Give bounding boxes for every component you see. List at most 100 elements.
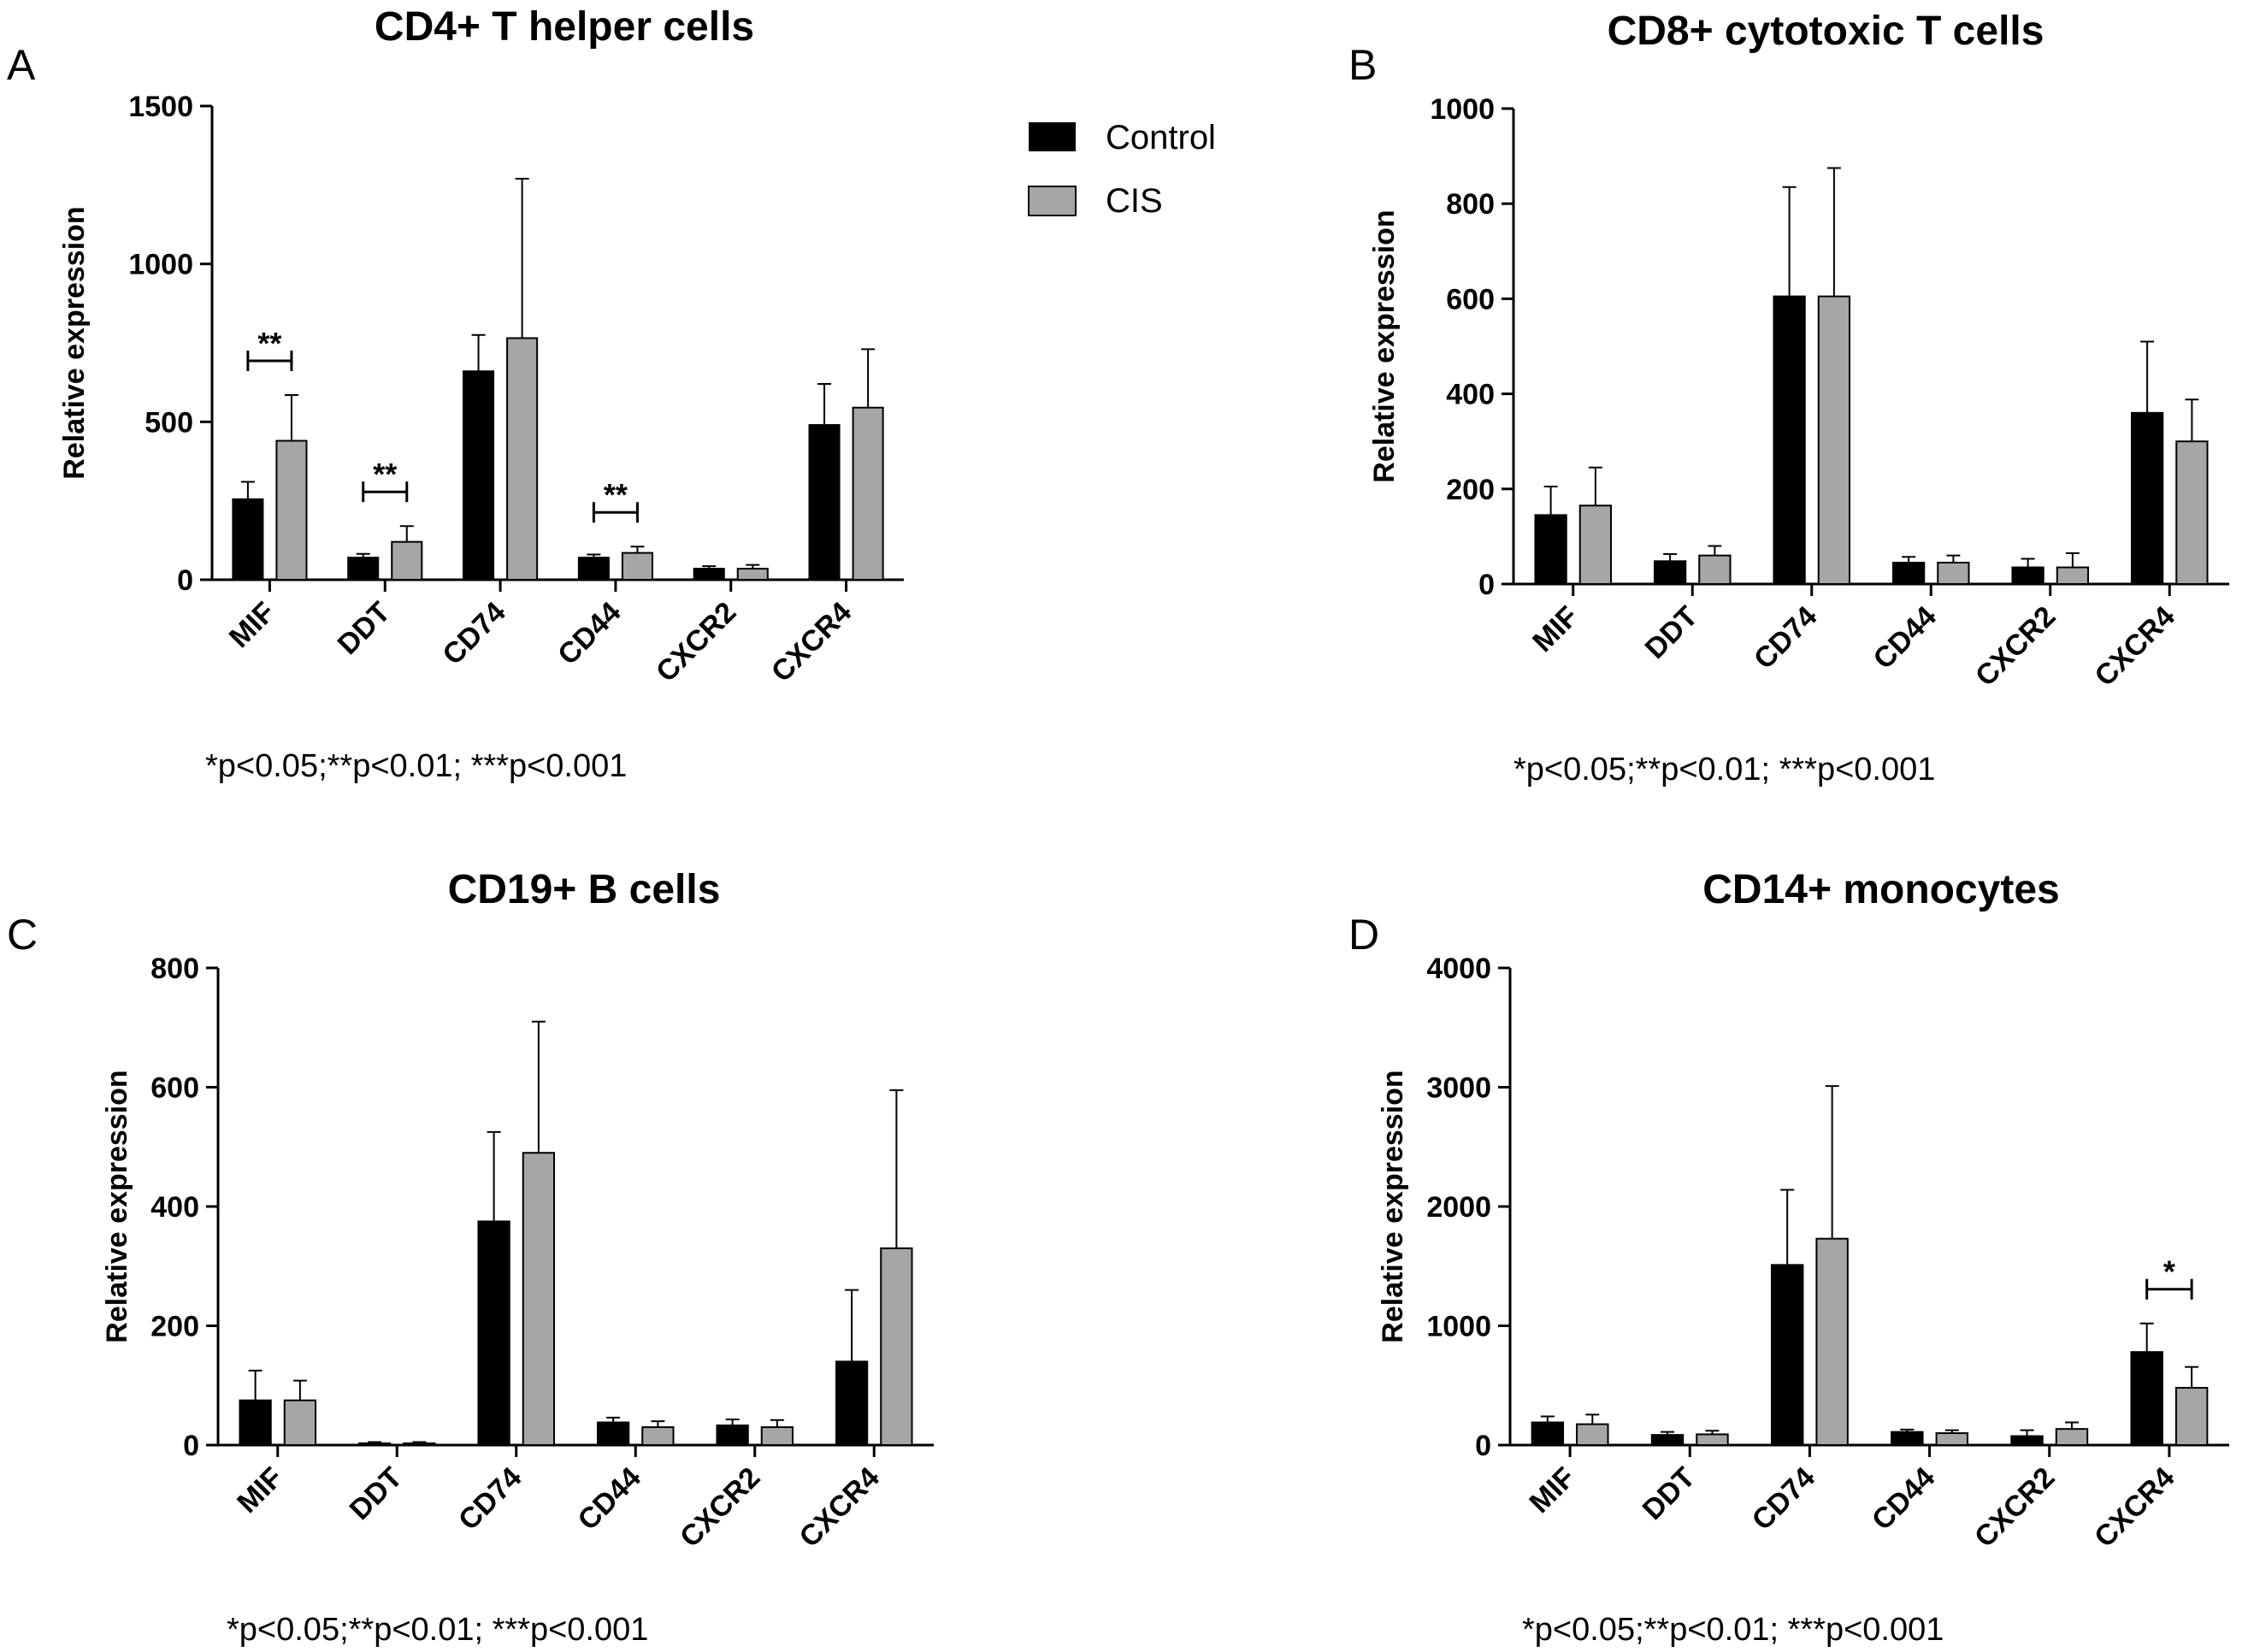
y-tick-label: 200 (1446, 474, 1495, 506)
category-label: MIF (1523, 1461, 1581, 1519)
category-label: DDT (344, 1461, 409, 1526)
bar-cis-cd74 (1817, 295, 1851, 585)
bar-control-cxcr2 (716, 1424, 749, 1447)
bar-cis-cxcr2 (2055, 1428, 2089, 1446)
y-tick-label: 200 (150, 1311, 199, 1343)
y-tick-label: 0 (1478, 569, 1495, 601)
y-tick-label: 1000 (128, 249, 193, 281)
footnote: *p<0.05;**p<0.01; ***p<0.001 (205, 748, 627, 784)
y-tick-label: 400 (1446, 379, 1495, 411)
category-label: CXCR2 (1968, 1461, 2061, 1554)
category-label: DDT (1637, 1461, 1702, 1526)
y-axis-label: Relative expression (1368, 209, 1401, 482)
legend-label-control: Control (1106, 119, 1216, 156)
y-tick-label: 800 (1446, 188, 1495, 221)
bar-control-cxcr4 (835, 1360, 869, 1446)
bar-cis-ddt (1696, 1433, 1729, 1446)
significance-label: ** (373, 457, 397, 492)
legend-label-cis: CIS (1106, 182, 1163, 220)
category-label: CD44 (1866, 1461, 1941, 1537)
bar-control-cd44 (1891, 1431, 1924, 1447)
y-tick-label: 2000 (1426, 1191, 1491, 1224)
significance-label: ** (257, 326, 281, 361)
y-axis-label: Relative expression (1377, 1070, 1409, 1342)
bar-cis-cxcr2 (736, 568, 769, 581)
bar-cis-cxcr4 (2175, 440, 2209, 586)
bar-control-cd74 (477, 1220, 510, 1446)
bar-cis-ddt (403, 1442, 436, 1446)
bar-cis-cxcr4 (2174, 1387, 2209, 1447)
bar-control-ddt (357, 1442, 392, 1446)
panel-c: CD19+ B cells C 0 200 400 600 800 Relative expr… (7, 867, 934, 1648)
y-tick-label: 1000 (1430, 93, 1495, 126)
bar-control-cxcr4 (2130, 411, 2164, 585)
legend: Control CIS (1028, 119, 1216, 220)
panel-a: CD4+ T helper cells A 0 500 1000 1500 Relative… (7, 4, 904, 784)
category-label: CXCR4 (765, 596, 858, 688)
category-label: CD74 (1748, 600, 1823, 676)
bar-cis-cd74 (506, 337, 539, 581)
bar-control-mif (1531, 1421, 1565, 1446)
y-tick-label: 0 (1475, 1430, 1491, 1462)
bar-control-ddt (347, 557, 380, 581)
category-label: CXCR4 (2088, 1461, 2180, 1554)
footnote: *p<0.05;**p<0.01; ***p<0.001 (1513, 752, 1935, 788)
bar-control-cd44 (577, 557, 610, 581)
category-label: MIF (223, 596, 281, 654)
bar-cis-cd44 (621, 552, 653, 581)
bar-control-cd44 (1891, 561, 1926, 585)
y-tick-label: 400 (150, 1191, 199, 1224)
category-label: CXCR2 (1969, 600, 2062, 693)
category-label: CXCR2 (650, 596, 742, 688)
bar-control-cxcr2 (693, 568, 725, 581)
significance-label: * (2163, 1254, 2175, 1289)
y-axis-label: Relative expression (101, 1070, 133, 1342)
category-label: CD44 (552, 596, 627, 671)
y-tick-label: 1500 (128, 91, 193, 123)
category-label: CXCR2 (674, 1461, 766, 1554)
bar-cis-cd44 (1935, 1432, 1969, 1447)
y-tick-label: 800 (150, 953, 199, 985)
category-label: MIF (231, 1461, 289, 1519)
panel-title: CD19+ B cells (448, 867, 721, 912)
bar-control-ddt (1653, 560, 1687, 586)
footnote: *p<0.05;**p<0.01; ***p<0.001 (1522, 1612, 1944, 1648)
bar-control-cd74 (463, 370, 495, 581)
bar-cis-cxcr2 (760, 1426, 794, 1446)
bar-cis-cd44 (641, 1426, 675, 1446)
category-label: CD44 (1867, 600, 1943, 676)
bar-control-mif (239, 1399, 272, 1446)
y-axis-label: Relative expression (58, 206, 91, 479)
footnote: *p<0.05;**p<0.01; ***p<0.001 (227, 1612, 648, 1648)
y-tick-label: 0 (177, 564, 193, 597)
category-label: CD74 (1746, 1461, 1821, 1537)
bar-cis-cxcr2 (2056, 566, 2090, 585)
panels: CD4+ T helper cells A 0 500 1000 1500 Relative… (7, 4, 2229, 1648)
bar-cis-cd44 (1937, 561, 1970, 585)
category-label: MIF (1526, 600, 1584, 658)
bar-control-cd74 (1773, 295, 1806, 585)
bar-control-ddt (1650, 1434, 1685, 1446)
category-label: CXCR4 (2089, 600, 2181, 693)
category-label: DDT (332, 596, 397, 661)
bar-control-cd44 (596, 1421, 630, 1446)
panel-letter: B (1348, 41, 1377, 89)
y-tick-label: 600 (150, 1072, 199, 1105)
legend-swatch-cis (1028, 186, 1077, 216)
category-label: CXCR4 (794, 1461, 886, 1554)
y-tick-label: 1000 (1426, 1311, 1491, 1343)
bar-cis-ddt (1698, 554, 1732, 586)
bar-control-cxcr4 (808, 424, 841, 581)
y-tick-label: 0 (183, 1430, 199, 1462)
bar-cis-mif (275, 440, 308, 581)
bar-cis-mif (1576, 1423, 1609, 1447)
y-tick-label: 3000 (1426, 1072, 1491, 1105)
bar-cis-cd74 (1815, 1237, 1849, 1447)
category-label: CD44 (572, 1461, 647, 1537)
bar-cis-mif (1578, 504, 1613, 586)
panel-title: CD14+ monocytes (1702, 867, 2060, 912)
bar-control-cxcr4 (2130, 1351, 2163, 1446)
bar-cis-cxcr4 (880, 1247, 913, 1446)
panel-title: CD8+ cytotoxic T cells (1608, 9, 2044, 54)
category-label: CD74 (452, 1461, 528, 1537)
